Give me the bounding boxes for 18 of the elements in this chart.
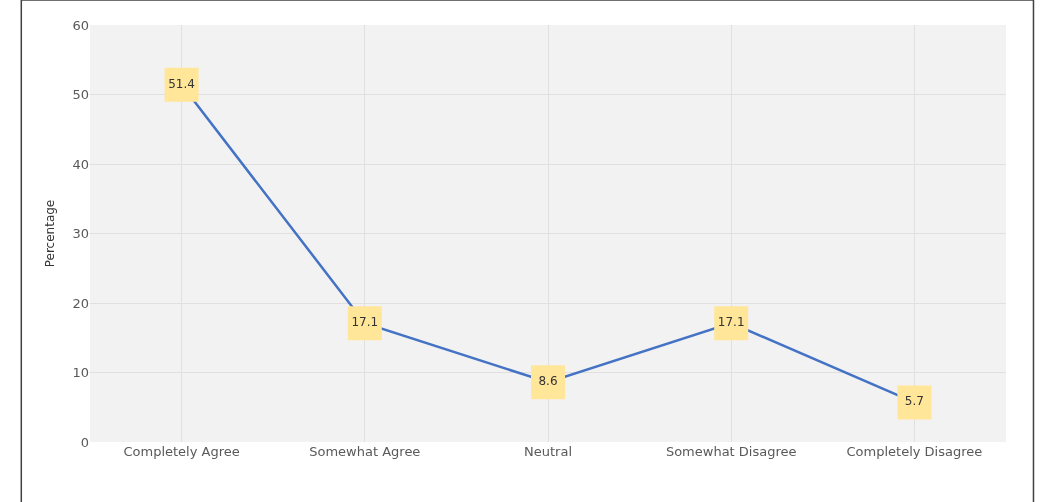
x-tick-label: Somewhat Agree bbox=[309, 444, 421, 459]
data-label: 51.4 bbox=[168, 76, 195, 91]
y-tick-label: 30 bbox=[72, 226, 89, 242]
y-tick-label: 60 bbox=[72, 17, 89, 33]
x-tick-label: Neutral bbox=[524, 444, 572, 459]
y-tick-label: 50 bbox=[72, 87, 89, 103]
y-tick-label: 10 bbox=[72, 365, 89, 381]
x-tick-label: Completely Agree bbox=[123, 444, 240, 459]
x-tick-label: Completely Disagree bbox=[846, 444, 983, 459]
data-label: 17.1 bbox=[351, 315, 379, 330]
y-tick-label: 40 bbox=[72, 156, 89, 172]
y-tick-label: 0 bbox=[80, 434, 89, 450]
data-label: 17.1 bbox=[717, 315, 745, 330]
x-tick-label: Somewhat Disagree bbox=[665, 444, 797, 459]
y-axis-title: Percentage bbox=[42, 199, 57, 268]
data-label: 8.6 bbox=[538, 374, 558, 389]
data-label: 5.7 bbox=[904, 394, 924, 409]
y-tick-label: 20 bbox=[72, 295, 89, 311]
